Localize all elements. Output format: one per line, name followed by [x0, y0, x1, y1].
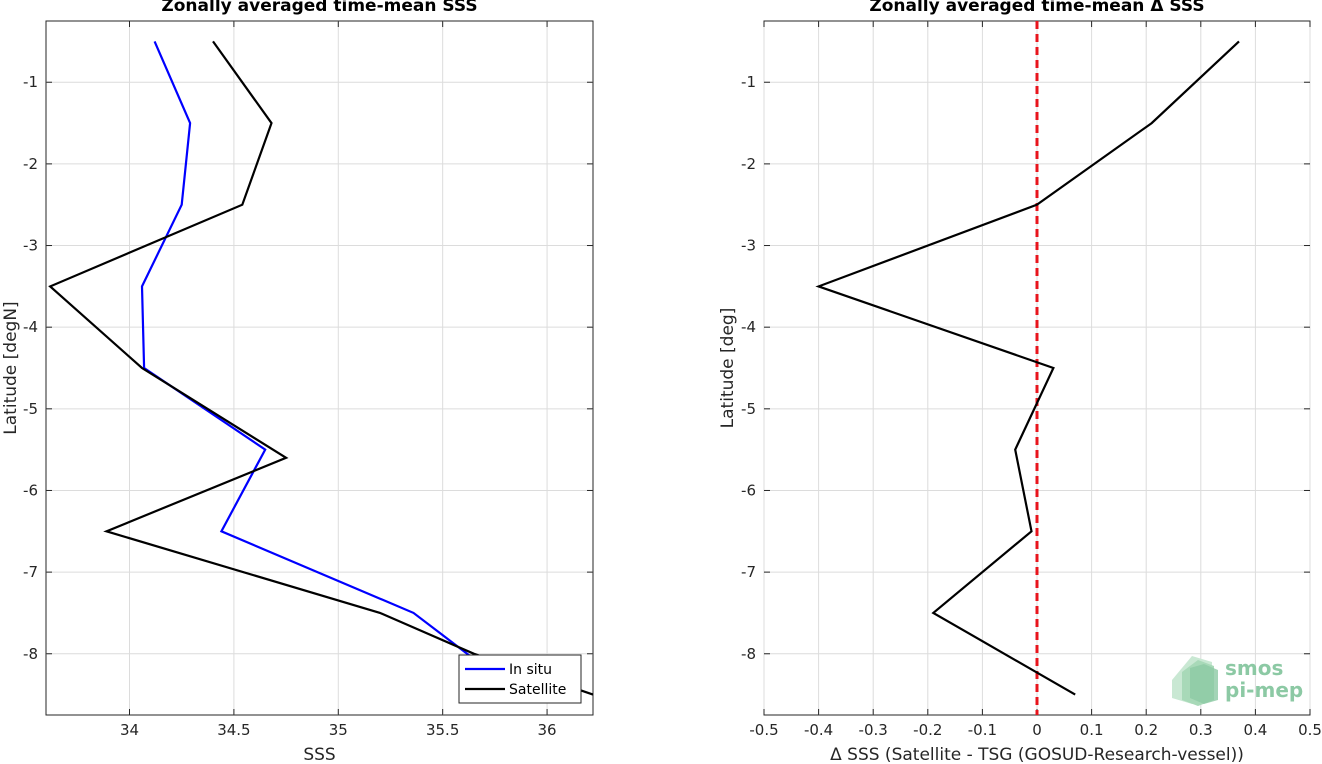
- x-tick-label: -0.2: [913, 721, 942, 739]
- y-tick-label: -7: [741, 563, 756, 581]
- plot-area: [45, 20, 594, 716]
- y-tick-label: -6: [23, 481, 38, 499]
- x-tick-label: -0.3: [859, 721, 888, 739]
- x-tick-label: 34: [120, 721, 139, 739]
- x-axis-label: SSS: [303, 745, 335, 764]
- x-tick-label: 0: [1032, 721, 1042, 739]
- logo-line1: smos: [1225, 656, 1283, 680]
- y-axis-label: Latitude [degN]: [1, 301, 21, 434]
- legend-box: [458, 654, 582, 704]
- legend-entry: Satellite: [509, 682, 566, 698]
- x-tick-label: 0.1: [1080, 721, 1104, 739]
- series-line-in-situ: [140, 40, 490, 671]
- y-tick-label: -4: [23, 318, 38, 336]
- smos-pi-mep-logo: smos pi-mep: [1172, 656, 1303, 706]
- legend-entry: In situ: [509, 662, 552, 678]
- y-tick-label: -8: [741, 645, 756, 663]
- y-tick-label: -3: [23, 237, 38, 255]
- y-tick-label: -5: [741, 400, 756, 418]
- x-tick-label: -0.1: [968, 721, 997, 739]
- x-tick-label: 0.4: [1243, 721, 1267, 739]
- x-tick-label: 35: [329, 721, 348, 739]
- x-tick-label: 0.5: [1298, 721, 1322, 739]
- x-tick-label: 36: [538, 721, 557, 739]
- y-tick-label: -7: [23, 563, 38, 581]
- y-tick-label: -6: [741, 481, 756, 499]
- y-axis-label: Latitude [deg]: [718, 308, 738, 429]
- logo-line2: pi-mep: [1225, 678, 1303, 702]
- chart-title: Zonally averaged time-mean Δ SSS: [869, 0, 1204, 16]
- x-tick-label: 0.3: [1189, 721, 1213, 739]
- y-tick-label: -3: [741, 237, 756, 255]
- series-line-satellite: [48, 40, 593, 696]
- x-axis-label: Δ SSS (Satellite - TSG (GOSUD-Research-v…: [830, 745, 1244, 764]
- x-tick-label: 0.2: [1134, 721, 1158, 739]
- left-chart: 34 34.5 35 35.5 36 -1 -2 -3 -4 -5 -6 -7 -8 Zonally av…: [1, 0, 594, 764]
- right-chart: -0.5 -0.4 -0.3 -0.2 -0.1 0 0.1 0.2 0.3 0.4 0.5 -1 -2…: [718, 0, 1322, 764]
- y-tick-label: -4: [741, 318, 756, 336]
- series-line-0: [815, 40, 1240, 696]
- chart-title: Zonally averaged time-mean SSS: [161, 0, 477, 16]
- y-tick-label: -5: [23, 400, 38, 418]
- x-tick-label: 34.5: [217, 721, 250, 739]
- y-tick-label: -1: [23, 73, 38, 91]
- y-tick-label: -2: [741, 155, 756, 173]
- x-tick-label: 35.5: [426, 721, 459, 739]
- y-tick-label: -8: [23, 645, 38, 663]
- x-tick-label: -0.4: [804, 721, 833, 739]
- x-tick-label: -0.5: [749, 721, 778, 739]
- y-tick-label: -1: [741, 73, 756, 91]
- y-tick-label: -2: [23, 155, 38, 173]
- legend: In situ Satellite: [458, 654, 582, 704]
- logo-mark-icon: [1172, 656, 1218, 706]
